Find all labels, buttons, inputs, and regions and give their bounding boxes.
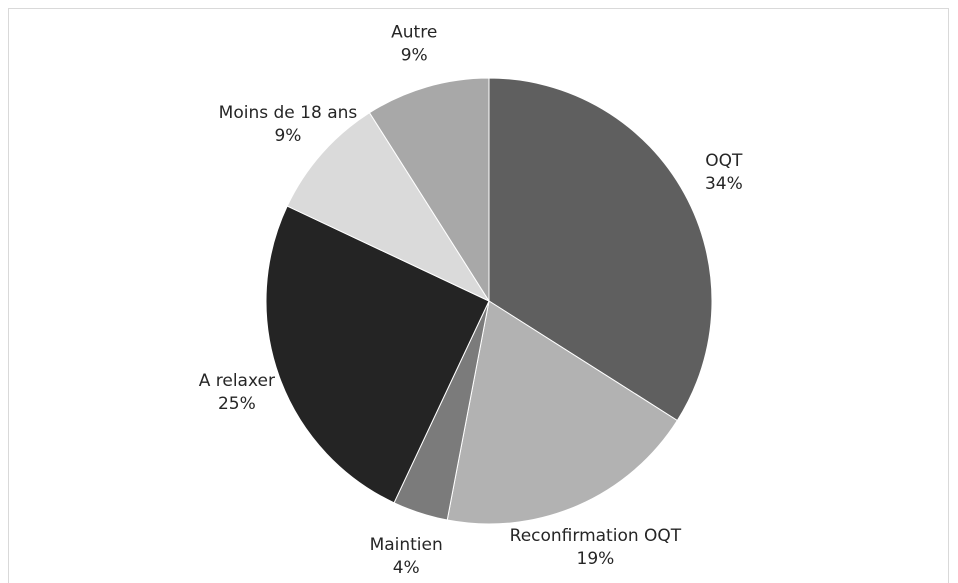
pie-slice [488,77,713,422]
slice-value-label: 25% [218,394,256,414]
slice-value-label: 9% [274,126,301,146]
slice-label: Moins de 18 ans [219,103,358,123]
pie-slice [368,77,490,303]
pie-slice [446,300,678,525]
slice-label: Reconfirmation OQT [510,526,682,546]
slice-value-label: 34% [705,174,743,194]
slice-value-label: 19% [577,549,615,569]
slice-value-label: 4% [393,558,420,578]
slice-label: OQT [705,151,743,171]
pie-slice [265,205,490,504]
slice-label: Autre [391,23,437,43]
slice-label: A relaxer [199,371,275,391]
pie-slice [286,112,491,303]
slice-label: Maintien [370,535,443,555]
slice-value-label: 9% [401,46,428,66]
